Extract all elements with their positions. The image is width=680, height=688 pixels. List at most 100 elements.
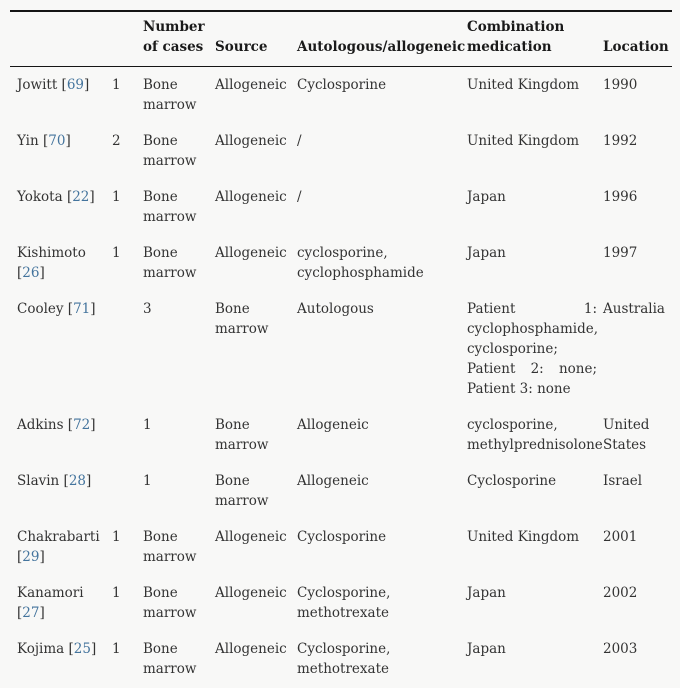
reference-link[interactable]: 70 <box>48 133 66 149</box>
table-cell: Allogeneic <box>215 133 287 149</box>
case-reports-table: Number of cases Source Autologous/alloge… <box>10 10 672 687</box>
reference-link[interactable]: 27 <box>22 605 40 621</box>
author-cell: Kishimoto [26] <box>17 245 86 281</box>
table-cell: cyclosporine, methylprednisolone <box>467 417 603 453</box>
column-header-combination-medication: Combination medication <box>467 11 603 67</box>
table-cell: cyclosporine, cyclophosphamide <box>297 245 424 281</box>
table-cell: Allogeneic <box>215 77 287 93</box>
header-row: Number of cases Source Autologous/alloge… <box>10 11 672 67</box>
column-header-source: Source <box>215 11 297 67</box>
author-cell: Jowitt [69] <box>17 77 90 93</box>
table-cell: 1 <box>112 77 121 93</box>
table-cell: / <box>297 189 302 205</box>
table-cell: Bone marrow <box>143 585 197 621</box>
reference-link[interactable]: 22 <box>72 189 90 205</box>
table-cell: Bone marrow <box>143 245 197 281</box>
author-cell: Kojima [25] <box>17 641 97 657</box>
table-row: Kishimoto [26] 1 Bone marrow Allogeneic cycl… <box>10 235 672 291</box>
table-cell: 1997 <box>603 245 638 261</box>
table-cell: Australia <box>603 301 665 317</box>
table-cell: United States <box>603 417 650 453</box>
table-cell <box>112 463 143 519</box>
author-cell: Kanamori [27] <box>17 585 84 621</box>
table-cell: United Kingdom <box>467 133 580 149</box>
table-cell: Bone marrow <box>215 417 269 453</box>
table-cell: 1 <box>112 189 121 205</box>
table-cell: 2002 <box>603 585 638 601</box>
table-body: Jowitt [69] 1 Bone marrow Allogeneic Cyclosp… <box>10 67 672 688</box>
table-cell: Bone marrow <box>143 641 197 677</box>
table-row: Yin [70] 2 Bone marrow Allogeneic / United Ki… <box>10 123 672 179</box>
table-cell: Japan <box>467 189 506 205</box>
table-row: Jowitt [69] 1 Bone marrow Allogeneic Cyclosp… <box>10 67 672 124</box>
table-cell: Japan <box>467 245 506 261</box>
table-cell: 1 <box>112 585 121 601</box>
reference-link[interactable]: 69 <box>66 77 85 93</box>
author-cell: Yin [70] <box>17 133 71 149</box>
column-header-autologous-allogeneic: Autologous/allogeneic <box>297 11 467 67</box>
table-cell: 1 <box>112 641 121 657</box>
table-cell: Bone marrow <box>143 77 197 113</box>
table-cell: 1 <box>112 529 121 545</box>
author-cell: Yokota [22] <box>17 189 95 205</box>
table-cell: Cyclosporine, methotrexate <box>297 641 391 677</box>
table-cell: 1996 <box>603 189 638 205</box>
table-row: Cooley [71] 3 Bone marrow Autologous Patient… <box>10 291 672 407</box>
table-header: Number of cases Source Autologous/alloge… <box>10 11 672 67</box>
table-cell: Allogeneic <box>215 529 287 545</box>
column-header-author <box>10 11 112 67</box>
table-cell: Cyclosporine <box>297 529 387 545</box>
author-cell: Cooley [71] <box>17 301 96 317</box>
table-cell: Bone marrow <box>143 529 197 565</box>
table-cell: Cyclosporine <box>467 473 557 489</box>
column-header-number-of-cases: Number of cases <box>143 11 215 67</box>
table-cell: Bone marrow <box>143 133 197 169</box>
table-cell: 2001 <box>603 529 638 545</box>
table-cell: 1990 <box>603 77 638 93</box>
table-cell <box>112 291 143 407</box>
table-cell: 1992 <box>603 133 638 149</box>
table-cell: Japan <box>467 585 506 601</box>
table-cell: Allogeneic <box>297 473 369 489</box>
table-cell <box>112 407 143 463</box>
table-cell: Patient 1: cyclophosphamide, cyclosporin… <box>467 301 599 397</box>
table-cell: Allogeneic <box>215 245 287 261</box>
table-row: Kanamori [27] 1 Bone marrow Allogeneic Cyclo… <box>10 575 672 631</box>
table-cell: Allogeneic <box>297 417 369 433</box>
table-cell: Allogeneic <box>215 189 287 205</box>
table-cell: Allogeneic <box>215 641 287 657</box>
table-cell: Bone marrow <box>215 473 269 509</box>
table-cell: United Kingdom <box>467 77 580 93</box>
author-cell: Chakrabarti [29] <box>17 529 100 565</box>
reference-link[interactable]: 25 <box>73 641 91 657</box>
table-cell: / <box>297 133 302 149</box>
table-cell: United Kingdom <box>467 529 580 545</box>
table-cell: 3 <box>143 301 152 317</box>
table-cell: Allogeneic <box>215 585 287 601</box>
table-cell: Bone marrow <box>143 189 197 225</box>
table-row: Chakrabarti [29] 1 Bone marrow Allogeneic Cy… <box>10 519 672 575</box>
column-header-location: Location <box>603 11 672 67</box>
table-cell: 2003 <box>603 641 638 657</box>
table-row: Yokota [22] 1 Bone marrow Allogeneic / Japan 1… <box>10 179 672 235</box>
reference-link[interactable]: 71 <box>73 301 91 317</box>
table-cell: 2 <box>112 133 121 149</box>
column-header-blank <box>112 11 143 67</box>
table-row: Adkins [72] 1 Bone marrow Allogeneic cyclosp… <box>10 407 672 463</box>
table-cell: 1 <box>112 245 121 261</box>
table-cell: Bone marrow <box>215 301 269 337</box>
reference-link[interactable]: 28 <box>68 473 86 489</box>
table-cell: Japan <box>467 641 506 657</box>
table-cell: Cyclosporine, methotrexate <box>297 585 391 621</box>
reference-link[interactable]: 72 <box>73 417 91 433</box>
table-cell: Cyclosporine <box>297 77 387 93</box>
reference-link[interactable]: 26 <box>22 265 40 281</box>
table-cell: 1 <box>143 417 152 433</box>
author-cell: Slavin [28] <box>17 473 92 489</box>
reference-link[interactable]: 29 <box>22 549 40 565</box>
table-cell: Autologous <box>297 301 374 317</box>
author-cell: Adkins [72] <box>17 417 96 433</box>
table-row: Slavin [28] 1 Bone marrow Allogeneic Cyclosp… <box>10 463 672 519</box>
table-cell: Israel <box>603 473 643 489</box>
